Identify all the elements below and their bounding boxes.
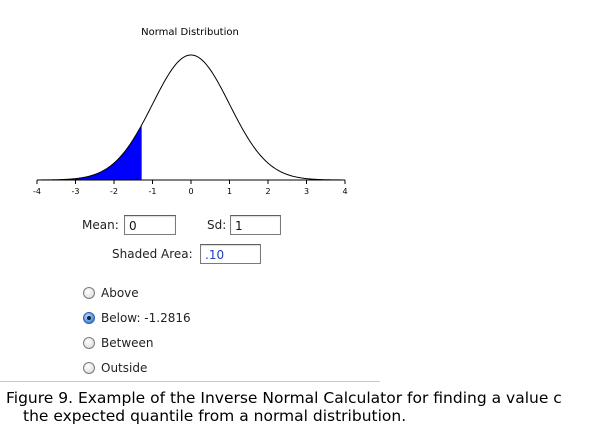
- x-tick-label: 2: [265, 187, 270, 196]
- x-tick-label: -2: [110, 187, 118, 196]
- caption-line-1: Figure 9. Example of the Inverse Normal …: [6, 389, 562, 407]
- radio-above-label: Above: [101, 286, 139, 300]
- radio-below-label: Below: -1.2816: [101, 311, 191, 325]
- radio-between-button[interactable]: [83, 337, 95, 349]
- shaded-area-field[interactable]: .10: [200, 244, 261, 264]
- sd-label: Sd:: [207, 218, 227, 232]
- radio-below[interactable]: Below: -1.2816: [83, 309, 191, 327]
- radio-below-button[interactable]: [83, 312, 95, 324]
- density-curve: [36, 54, 346, 181]
- radio-outside[interactable]: Outside: [83, 359, 147, 377]
- calculator-panel: Normal Distribution -4 -3 -2 -1 0 1 2 3 4 Mean: …: [33, 27, 348, 377]
- shaded-area: [37, 125, 142, 180]
- x-tick-label: 4: [342, 187, 347, 196]
- sd-field[interactable]: 1: [230, 215, 281, 235]
- caption-line-2: the expected quantile from a normal dist…: [23, 407, 407, 425]
- mean-label: Mean:: [82, 218, 119, 232]
- radio-above[interactable]: Above: [83, 284, 139, 302]
- figure-caption: Figure 9. Example of the Inverse Normal …: [6, 389, 593, 425]
- x-tick-label: -3: [72, 187, 80, 196]
- radio-outside-button[interactable]: [83, 362, 95, 374]
- normal-distribution-chart: Normal Distribution -4 -3 -2 -1 0 1 2 3 4: [33, 27, 348, 196]
- mean-field[interactable]: 0: [124, 215, 176, 235]
- divider: [0, 381, 380, 382]
- shaded-area-label: Shaded Area:: [112, 247, 193, 261]
- x-tick-label: 3: [304, 187, 309, 196]
- radio-outside-label: Outside: [101, 361, 148, 375]
- radio-above-button[interactable]: [83, 287, 95, 299]
- x-tick-label: -4: [33, 187, 41, 196]
- x-tick-label: -1: [149, 187, 157, 196]
- radio-between[interactable]: Between: [83, 334, 154, 352]
- radio-between-label: Between: [101, 336, 154, 350]
- x-tick-label: 0: [188, 187, 193, 196]
- x-tick-label: 1: [227, 187, 232, 196]
- chart-title: Normal Distribution: [141, 27, 239, 38]
